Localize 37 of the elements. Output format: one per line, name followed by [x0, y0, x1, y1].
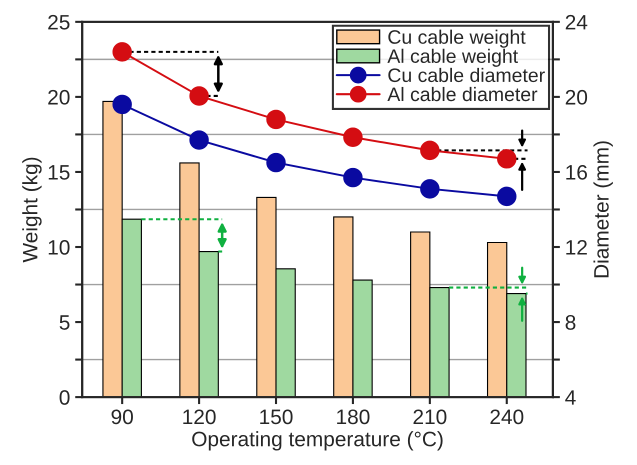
legend-label: Al cable weight	[387, 48, 518, 67]
point	[343, 168, 363, 188]
point	[343, 128, 363, 147]
y2-tick-label: 8	[566, 315, 576, 330]
y-tick-label: 5	[60, 315, 70, 330]
point	[420, 179, 440, 199]
y-tick-label: 25	[48, 14, 70, 30]
point	[112, 94, 132, 114]
legend-label: Cu cable diameter	[388, 68, 545, 82]
y-tick-label: 0	[60, 390, 70, 405]
y-axis-title: Weight (kg)	[22, 158, 42, 262]
x-tick-label: 240	[490, 409, 524, 424]
y2-tick-label: 16	[566, 164, 587, 180]
point	[497, 186, 516, 206]
y2-tick-label: 12	[566, 240, 587, 255]
y2-tick-label: 4	[565, 390, 576, 405]
legend-label: Cu cable weight	[388, 30, 526, 48]
point	[497, 149, 516, 169]
x-axis-title: Operating temperature (°C)	[192, 431, 443, 451]
y2-tick-label: 20	[566, 90, 588, 105]
point	[189, 130, 209, 150]
x-tick-label: 90	[112, 409, 133, 424]
legend-label: Al cable diameter	[387, 86, 538, 102]
x-tick-label: 180	[337, 409, 370, 424]
point	[266, 110, 286, 130]
point	[420, 140, 440, 160]
y-tick-label: 15	[48, 165, 70, 180]
y2-axis-title: Diameter (mm)	[593, 141, 613, 278]
y-tick-label: 10	[48, 240, 70, 255]
y-tick-label: 20	[48, 90, 70, 105]
point	[112, 42, 132, 62]
y2-tick-label: 24	[566, 14, 588, 30]
x-tick-label: 210	[414, 409, 446, 424]
point	[189, 86, 209, 106]
x-tick-label: 150	[260, 409, 293, 424]
point	[266, 152, 286, 172]
x-tick-label: 120	[183, 409, 216, 424]
